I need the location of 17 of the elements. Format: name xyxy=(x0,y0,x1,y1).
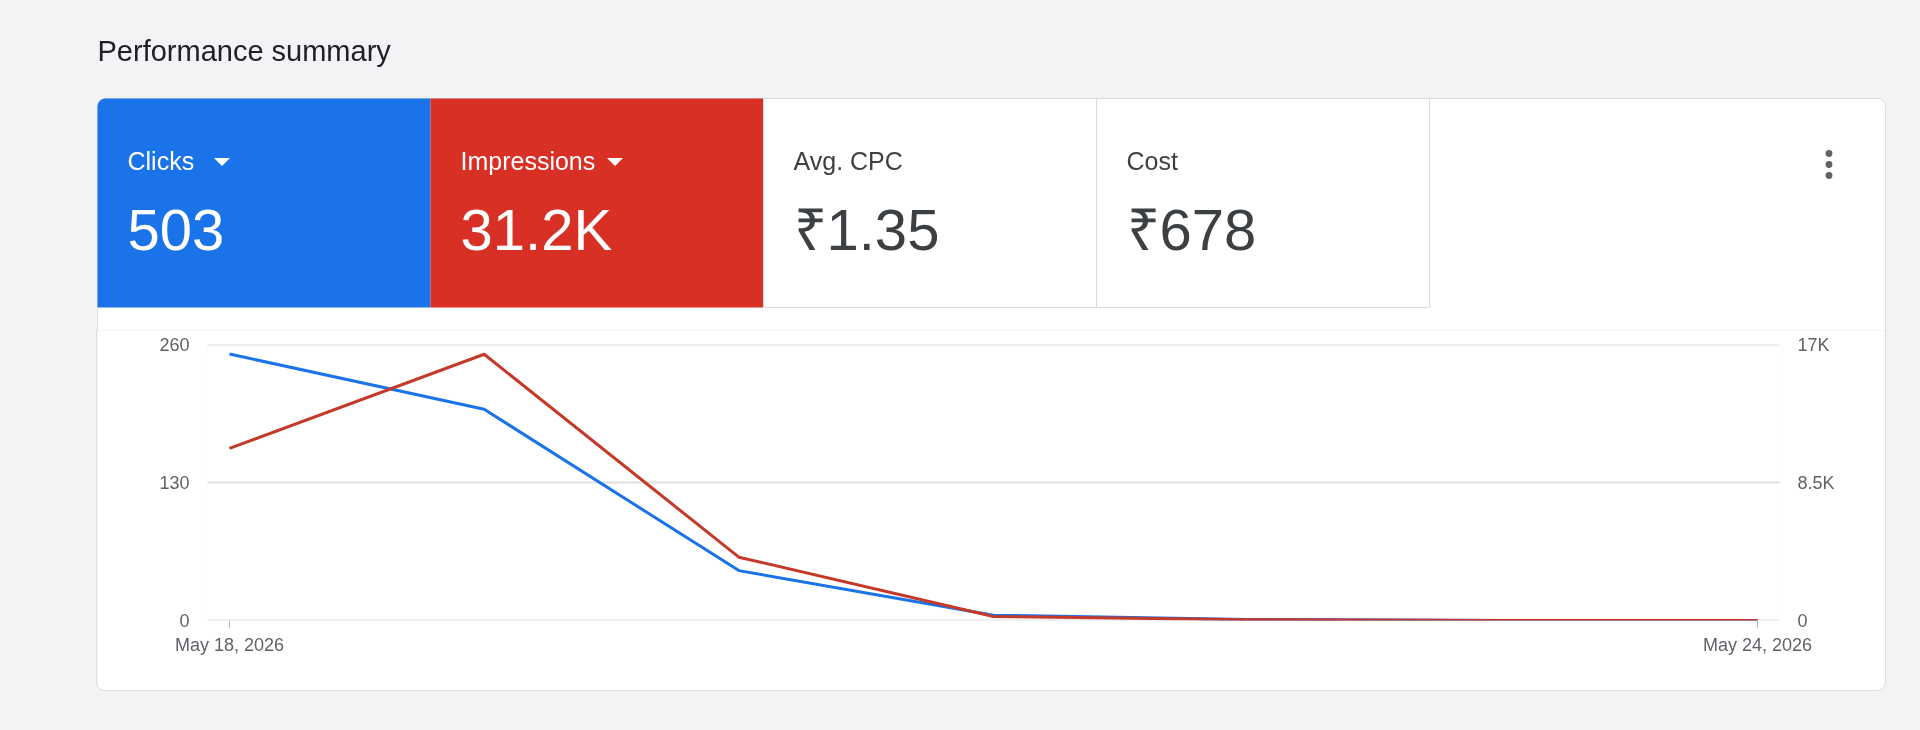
y2-tick-label: 17K xyxy=(1797,334,1830,355)
y-tick-label: 260 xyxy=(159,335,190,355)
y-tick-label: 0 xyxy=(179,611,190,631)
y2-tick-label: 8.5K xyxy=(1797,472,1835,493)
y2-tick-label: 0 xyxy=(1797,610,1808,631)
x-tick-label: May 18, 2026 xyxy=(174,634,285,655)
text: Performance summary xyxy=(97,34,392,67)
category-label: Cost xyxy=(1126,146,1178,175)
text: ₹1.35 xyxy=(793,197,940,262)
x-tick-label: May 24, 2026 xyxy=(1702,634,1813,655)
text: 31.2K xyxy=(460,197,613,262)
text: 503 xyxy=(127,196,225,262)
category-label: Clicks xyxy=(127,146,195,175)
category-label: Avg. CPC xyxy=(793,146,903,175)
category-label: Impressions xyxy=(460,146,596,175)
y-tick-label: 130 xyxy=(159,473,190,493)
text: ₹678 xyxy=(1126,197,1257,262)
